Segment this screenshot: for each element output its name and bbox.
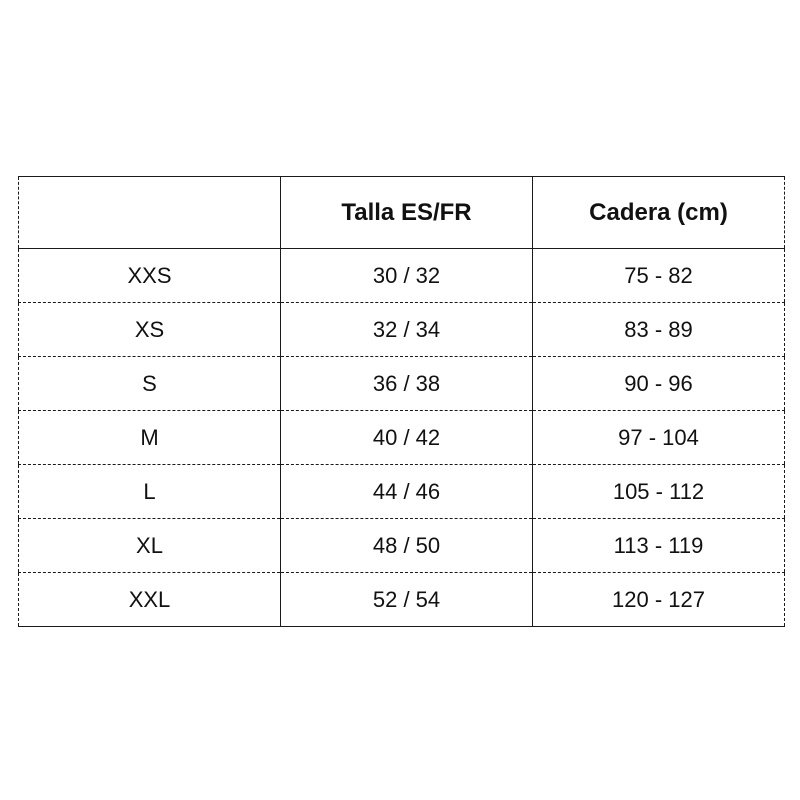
page: { "table": { "type": "table", "position"… bbox=[0, 0, 800, 800]
cell-esfr: 48 / 50 bbox=[281, 519, 533, 573]
table-header-row: Talla ES/FR Cadera (cm) bbox=[19, 177, 785, 249]
cell-cadera: 113 - 119 bbox=[533, 519, 785, 573]
col-header-size bbox=[19, 177, 281, 249]
table-row: L 44 / 46 105 - 112 bbox=[19, 465, 785, 519]
cell-size: XXL bbox=[19, 573, 281, 627]
table-row: XL 48 / 50 113 - 119 bbox=[19, 519, 785, 573]
cell-cadera: 97 - 104 bbox=[533, 411, 785, 465]
cell-esfr: 52 / 54 bbox=[281, 573, 533, 627]
table-row: M 40 / 42 97 - 104 bbox=[19, 411, 785, 465]
cell-size: L bbox=[19, 465, 281, 519]
size-chart-table: Talla ES/FR Cadera (cm) XXS 30 / 32 75 -… bbox=[18, 176, 785, 627]
cell-cadera: 120 - 127 bbox=[533, 573, 785, 627]
cell-esfr: 36 / 38 bbox=[281, 357, 533, 411]
cell-size: XXS bbox=[19, 249, 281, 303]
col-header-esfr: Talla ES/FR bbox=[281, 177, 533, 249]
cell-esfr: 40 / 42 bbox=[281, 411, 533, 465]
cell-cadera: 105 - 112 bbox=[533, 465, 785, 519]
cell-esfr: 44 / 46 bbox=[281, 465, 533, 519]
table-row: XS 32 / 34 83 - 89 bbox=[19, 303, 785, 357]
cell-cadera: 90 - 96 bbox=[533, 357, 785, 411]
cell-size: M bbox=[19, 411, 281, 465]
col-header-cadera: Cadera (cm) bbox=[533, 177, 785, 249]
cell-cadera: 83 - 89 bbox=[533, 303, 785, 357]
cell-size: XL bbox=[19, 519, 281, 573]
table-row: S 36 / 38 90 - 96 bbox=[19, 357, 785, 411]
cell-esfr: 30 / 32 bbox=[281, 249, 533, 303]
cell-cadera: 75 - 82 bbox=[533, 249, 785, 303]
table-row: XXS 30 / 32 75 - 82 bbox=[19, 249, 785, 303]
cell-size: S bbox=[19, 357, 281, 411]
table-row: XXL 52 / 54 120 - 127 bbox=[19, 573, 785, 627]
cell-size: XS bbox=[19, 303, 281, 357]
cell-esfr: 32 / 34 bbox=[281, 303, 533, 357]
